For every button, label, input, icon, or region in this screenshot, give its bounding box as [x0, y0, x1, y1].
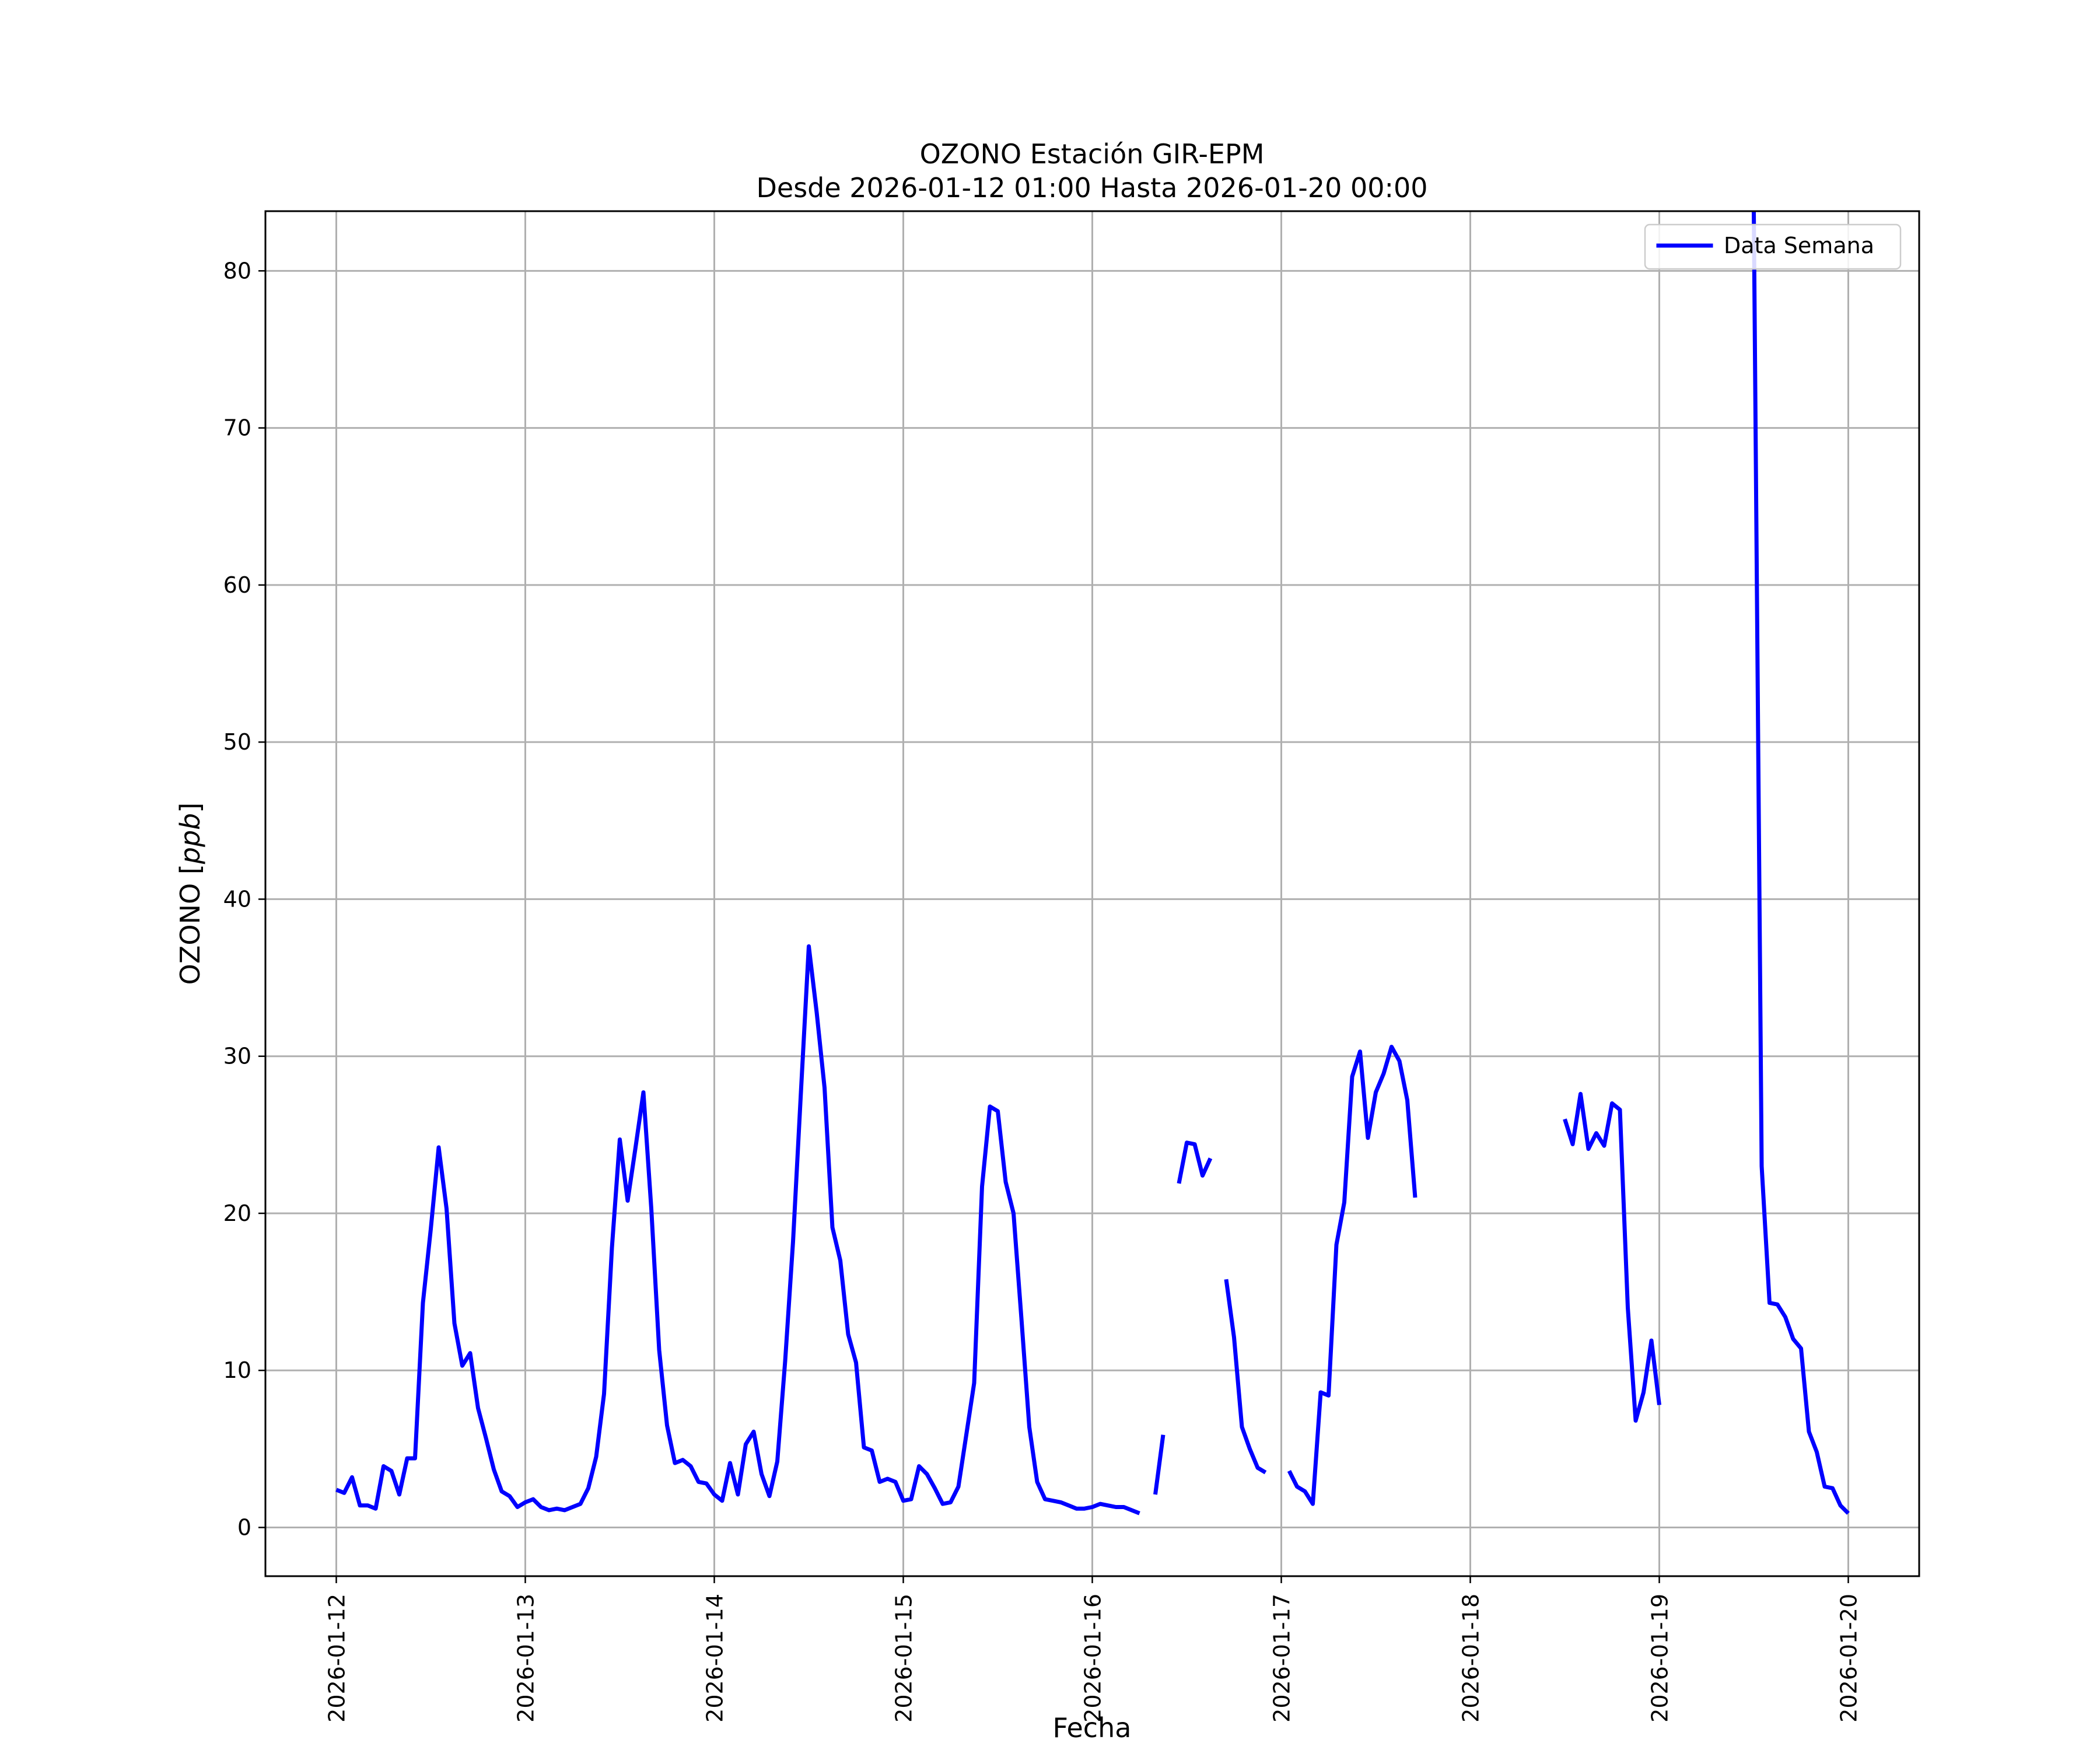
- x-axis-label: Fecha: [1053, 1712, 1132, 1744]
- series-line-segment: [1752, 211, 1850, 1515]
- y-tick-label: 50: [223, 729, 251, 755]
- chart-title: OZONO Estación GIR-EPM: [920, 138, 1265, 170]
- y-axis-label-main: OZONO: [174, 883, 206, 985]
- y-tick-label: 0: [237, 1515, 251, 1541]
- y-tick-label: 10: [223, 1357, 251, 1383]
- series-line-segment: [1224, 1279, 1267, 1475]
- y-axis-label-close-bracket: ]: [174, 803, 206, 813]
- y-axis-label-open-bracket: [: [174, 864, 206, 883]
- series-line-segment: [335, 944, 1140, 1516]
- y-axis-label: OZONO [ppb]: [174, 803, 206, 985]
- y-tick-label: 30: [223, 1044, 251, 1069]
- x-tick-label: 2026-01-19: [1647, 1594, 1673, 1723]
- series-line-segment: [1177, 1140, 1213, 1184]
- x-tick-label: 2026-01-17: [1269, 1594, 1295, 1723]
- x-tick-label: 2026-01-16: [1080, 1594, 1106, 1723]
- x-tick-label: 2026-01-12: [324, 1594, 350, 1723]
- x-tick-label: 2026-01-18: [1458, 1594, 1484, 1723]
- x-tick-label: 2026-01-14: [702, 1594, 728, 1723]
- y-tick-label: 70: [223, 415, 251, 441]
- legend: Data Semana: [1644, 223, 1902, 270]
- legend-box: [1644, 223, 1902, 270]
- series-line-segment: [1153, 1434, 1166, 1495]
- y-tick-label: 60: [223, 572, 251, 598]
- axis-ticks: 2026-01-12 2026-01-13 2026-01-14 2026-01-15…: [223, 258, 1862, 1723]
- x-tick-label: 2026-01-20: [1836, 1594, 1862, 1723]
- y-tick-label: 40: [223, 886, 251, 912]
- x-tick-label: 2026-01-15: [891, 1594, 917, 1723]
- y-tick-label: 20: [223, 1200, 251, 1226]
- y-axis-label-unit: ppb: [174, 813, 206, 865]
- data-series-line: [335, 211, 1850, 1516]
- series-line-segment: [1287, 1045, 1418, 1506]
- y-tick-label: 80: [223, 258, 251, 284]
- series-line-segment: [1563, 1091, 1661, 1423]
- grid-lines: [265, 211, 1919, 1576]
- x-tick-label: 2026-01-13: [513, 1594, 539, 1723]
- legend-label: Data Semana: [1724, 233, 1874, 258]
- chart-subtitle: Desde 2026-01-12 01:00 Hasta 2026-01-20 …: [756, 172, 1427, 204]
